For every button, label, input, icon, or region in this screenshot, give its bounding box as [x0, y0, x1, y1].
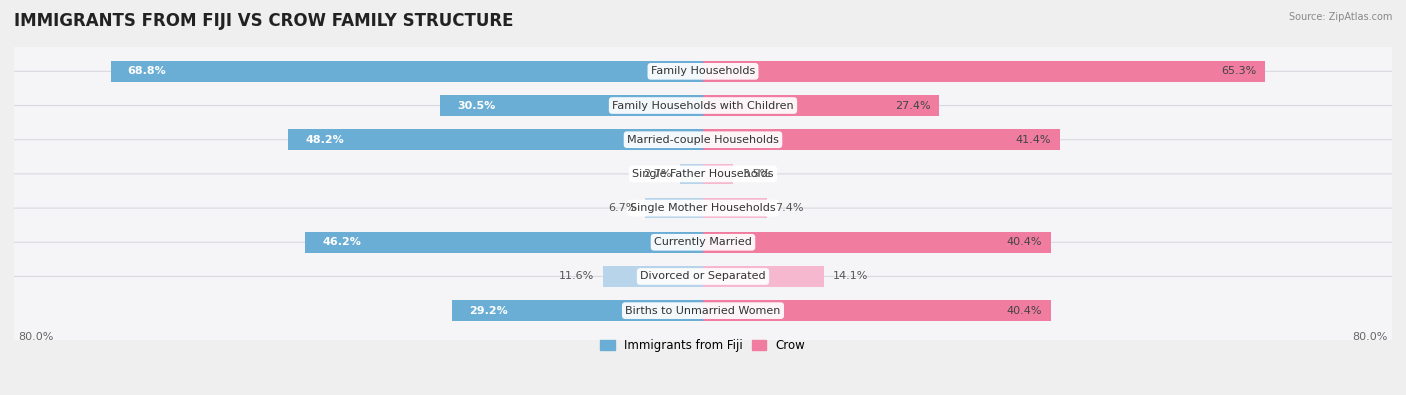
FancyBboxPatch shape — [6, 208, 1400, 276]
Text: 14.1%: 14.1% — [832, 271, 869, 282]
FancyBboxPatch shape — [6, 140, 1400, 208]
Text: 29.2%: 29.2% — [468, 306, 508, 316]
Bar — [679, 164, 703, 184]
Text: Currently Married: Currently Married — [654, 237, 752, 247]
Text: 27.4%: 27.4% — [894, 100, 931, 111]
Text: IMMIGRANTS FROM FIJI VS CROW FAMILY STRUCTURE: IMMIGRANTS FROM FIJI VS CROW FAMILY STRU… — [14, 12, 513, 30]
Text: Divorced or Separated: Divorced or Separated — [640, 271, 766, 282]
Text: 65.3%: 65.3% — [1222, 66, 1257, 76]
Text: 41.4%: 41.4% — [1015, 135, 1050, 145]
Text: 30.5%: 30.5% — [457, 100, 496, 111]
Text: 7.4%: 7.4% — [775, 203, 804, 213]
Legend: Immigrants from Fiji, Crow: Immigrants from Fiji, Crow — [596, 335, 810, 357]
Bar — [703, 232, 1050, 252]
FancyBboxPatch shape — [6, 71, 1400, 140]
Text: 80.0%: 80.0% — [18, 332, 53, 342]
Bar — [440, 95, 703, 116]
Text: 11.6%: 11.6% — [560, 271, 595, 282]
Text: 68.8%: 68.8% — [128, 66, 166, 76]
Bar — [703, 61, 1265, 82]
Text: 48.2%: 48.2% — [305, 135, 344, 145]
Text: Family Households with Children: Family Households with Children — [612, 100, 794, 111]
FancyBboxPatch shape — [6, 174, 1400, 242]
Bar — [305, 232, 703, 252]
Text: Single Mother Households: Single Mother Households — [630, 203, 776, 213]
Text: 2.7%: 2.7% — [643, 169, 671, 179]
FancyBboxPatch shape — [6, 242, 1400, 310]
Text: Single Father Households: Single Father Households — [633, 169, 773, 179]
Bar — [703, 266, 824, 287]
Bar — [703, 130, 1060, 150]
Bar — [451, 300, 703, 321]
Text: 46.2%: 46.2% — [322, 237, 361, 247]
Text: 3.5%: 3.5% — [742, 169, 770, 179]
Text: 6.7%: 6.7% — [609, 203, 637, 213]
Text: Source: ZipAtlas.com: Source: ZipAtlas.com — [1288, 12, 1392, 22]
FancyBboxPatch shape — [6, 105, 1400, 174]
Bar — [645, 198, 703, 218]
Text: Births to Unmarried Women: Births to Unmarried Women — [626, 306, 780, 316]
Bar — [288, 130, 703, 150]
Bar — [111, 61, 703, 82]
FancyBboxPatch shape — [6, 37, 1400, 105]
Bar — [703, 164, 733, 184]
Text: Married-couple Households: Married-couple Households — [627, 135, 779, 145]
Text: 40.4%: 40.4% — [1007, 306, 1042, 316]
Bar — [703, 198, 766, 218]
FancyBboxPatch shape — [6, 276, 1400, 345]
Bar — [603, 266, 703, 287]
Text: Family Households: Family Households — [651, 66, 755, 76]
Bar — [703, 300, 1050, 321]
Bar — [703, 95, 939, 116]
Text: 40.4%: 40.4% — [1007, 237, 1042, 247]
Text: 80.0%: 80.0% — [1353, 332, 1388, 342]
